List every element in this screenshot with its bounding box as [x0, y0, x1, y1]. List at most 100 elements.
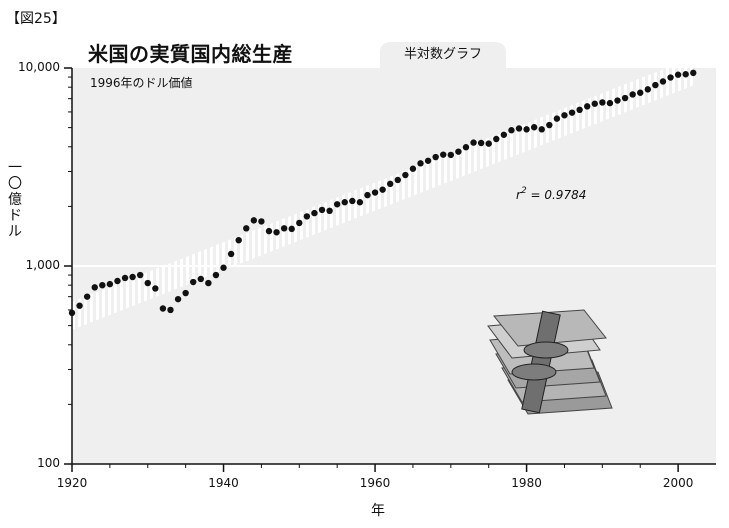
data-point [167, 306, 174, 314]
data-point [114, 277, 121, 285]
data-point [432, 153, 439, 161]
data-point [349, 197, 356, 205]
data-point [387, 180, 394, 188]
data-point [258, 218, 265, 225]
axes [64, 67, 716, 472]
data-point [76, 302, 83, 309]
data-point [690, 69, 697, 77]
data-point [500, 131, 508, 138]
data-point [644, 86, 652, 93]
data-point [364, 191, 371, 199]
data-point [212, 271, 220, 279]
data-point [190, 278, 197, 286]
r-symbol: r [516, 188, 521, 202]
data-point [227, 250, 235, 258]
data-point [250, 217, 258, 224]
data-point [568, 109, 576, 116]
data-points [68, 69, 697, 317]
y-tick-label: 10,000 [18, 60, 60, 74]
data-point [424, 157, 432, 164]
data-point [621, 94, 629, 102]
data-point [477, 139, 485, 147]
data-point [68, 309, 76, 317]
data-point [280, 225, 288, 232]
data-point [546, 121, 553, 129]
data-point [288, 225, 295, 233]
data-point [493, 135, 500, 143]
money-stack-icon [487, 309, 613, 415]
semilog-tab[interactable]: 半対数グラフ [380, 42, 506, 68]
data-point [311, 209, 318, 217]
data-point [470, 139, 477, 146]
data-point [462, 144, 470, 151]
data-point [106, 280, 114, 288]
x-tick-label: 1980 [511, 476, 542, 490]
r-squared-annotation: r2 = 0.9784 [516, 186, 586, 202]
data-point [379, 186, 386, 193]
data-point [205, 279, 212, 287]
data-point [243, 225, 250, 232]
data-point [530, 124, 538, 131]
x-tick-label: 2000 [662, 476, 694, 490]
data-point [99, 281, 106, 289]
data-point [515, 125, 523, 132]
data-point [561, 112, 568, 119]
data-point [553, 115, 561, 122]
data-point [356, 199, 364, 206]
data-point [614, 97, 621, 104]
data-point [538, 126, 545, 133]
x-tick-label: 1960 [359, 476, 391, 490]
data-point [394, 176, 401, 184]
y-tick-label: 1,000 [25, 258, 60, 272]
data-point [296, 219, 303, 227]
x-tick-label: 1940 [208, 476, 239, 490]
figure-label: 【図25】 [6, 11, 66, 27]
data-point [174, 295, 182, 303]
data-point [235, 236, 242, 244]
data-point [129, 273, 136, 281]
trend-band [72, 57, 694, 330]
chart-title: 米国の実質国内総生産 [88, 42, 293, 66]
data-point [674, 71, 682, 78]
data-point [220, 264, 227, 271]
data-point [144, 279, 151, 287]
x-axis-label: 年 [371, 503, 385, 519]
data-point [447, 151, 455, 159]
data-point [273, 229, 280, 236]
data-point [333, 201, 341, 208]
data-point [371, 189, 379, 196]
data-point [599, 99, 606, 106]
r-exponent: 2 [520, 186, 527, 196]
chart-subtitle: 1996年のドル価値 [90, 76, 193, 90]
data-point [121, 274, 129, 282]
data-point [417, 160, 424, 167]
data-point [182, 289, 189, 297]
data-point [629, 91, 636, 98]
data-point [659, 78, 667, 85]
data-point [197, 275, 204, 283]
data-point [341, 199, 348, 206]
data-point [440, 151, 447, 158]
data-point [402, 171, 409, 179]
data-point [159, 305, 167, 312]
data-point [318, 206, 326, 214]
data-point [508, 127, 515, 134]
data-point [682, 71, 689, 78]
data-point [455, 148, 462, 155]
x-tick-label: 1920 [56, 476, 88, 490]
data-point [409, 165, 417, 172]
data-point [485, 140, 492, 147]
y-tick-label: 100 [37, 456, 60, 470]
data-point [265, 227, 273, 235]
data-point [667, 74, 674, 81]
data-point [83, 293, 91, 300]
data-point [591, 100, 598, 107]
data-point [91, 284, 98, 291]
data-point [136, 271, 144, 279]
data-point [606, 99, 614, 107]
data-point [637, 89, 644, 96]
data-point [584, 103, 591, 110]
data-point [326, 207, 333, 215]
data-point [152, 285, 159, 292]
